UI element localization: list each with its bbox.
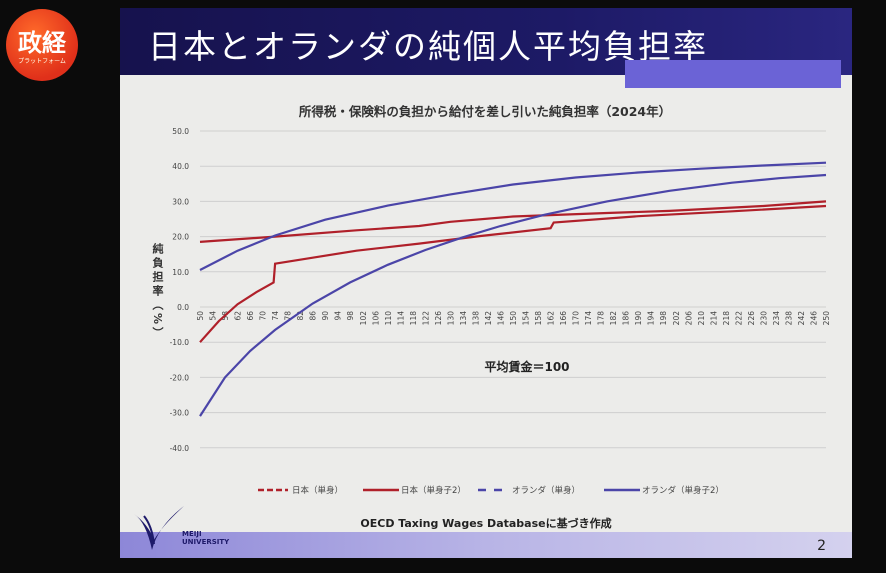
- x-tick-label: 182: [609, 311, 618, 326]
- series-line-2: [199, 161, 827, 271]
- series-line-0: [199, 200, 827, 243]
- x-tick-label: 226: [747, 311, 756, 326]
- y-tick-label: 40.0: [172, 162, 189, 171]
- x-tick-label: 150: [509, 311, 518, 326]
- x-tick-label: 110: [384, 311, 393, 326]
- x-tick-label: 70: [259, 311, 268, 321]
- x-tick-label: 234: [772, 311, 781, 326]
- x-tick-label: 94: [334, 311, 343, 321]
- x-tick-label: 98: [346, 311, 355, 321]
- x-tick-label: 238: [784, 311, 793, 326]
- series-line-3: [199, 173, 827, 417]
- slide-title: 日本とオランダの純個人平均負担率: [148, 27, 708, 66]
- x-tick-label: 170: [572, 311, 581, 326]
- seikei-platform-logo: 政経 プラットフォーム: [6, 9, 78, 81]
- x-tick-label: 134: [459, 311, 468, 326]
- x-tick-label: 178: [597, 311, 606, 326]
- x-tick-label: 50: [196, 311, 205, 321]
- y-tick-label: -10.0: [170, 338, 190, 347]
- x-tick-label: 166: [559, 311, 568, 326]
- x-tick-label: 154: [522, 311, 531, 326]
- x-tick-label: 250: [822, 311, 831, 326]
- chart-title: 所得税・保険料の負担から給付を差し引いた純負担率（2024年）: [299, 104, 671, 119]
- x-tick-label: 194: [647, 311, 656, 326]
- x-tick-label: 242: [797, 311, 806, 326]
- series-line-1: [199, 204, 827, 343]
- x-tick-label: 106: [371, 311, 380, 326]
- x-tick-label: 118: [409, 311, 418, 326]
- x-tick-label: 230: [759, 311, 768, 326]
- presentation-slide: 日本とオランダの純個人平均負担率 OECD Taxing Wages Datab…: [120, 8, 852, 558]
- x-tick-label: 78: [284, 311, 293, 321]
- y-tick-label: 50.0: [172, 127, 189, 136]
- x-tick-label: 126: [434, 311, 443, 326]
- legend-label: オランダ（単身）: [512, 485, 580, 496]
- y-tick-label: 0.0: [177, 303, 189, 312]
- x-tick-label: 130: [446, 311, 455, 326]
- x-tick-label: 74: [271, 311, 280, 321]
- y-axis-label: 純負担率（%）: [151, 243, 164, 342]
- x-tick-label: 174: [584, 311, 593, 326]
- x-tick-label: 86: [309, 311, 318, 321]
- logo-sub-text: プラットフォーム: [18, 58, 66, 65]
- x-tick-label: 102: [359, 311, 368, 326]
- y-tick-label: -40.0: [170, 444, 190, 453]
- y-tick-label: 20.0: [172, 233, 189, 242]
- x-tick-label: 114: [396, 311, 405, 326]
- x-tick-label: 186: [622, 311, 631, 326]
- y-tick-label: -20.0: [170, 373, 190, 382]
- university-line1: MEIJI: [182, 530, 202, 538]
- x-tick-label: 158: [534, 311, 543, 326]
- x-tick-label: 222: [734, 311, 743, 326]
- x-tick-label: 210: [697, 311, 706, 326]
- x-tick-label: 62: [234, 311, 243, 321]
- x-tick-label: 66: [246, 311, 255, 321]
- y-tick-label: -30.0: [170, 409, 190, 418]
- x-tick-label: 198: [659, 311, 668, 326]
- x-tick-label: 54: [209, 311, 218, 321]
- x-tick-label: 214: [709, 311, 718, 326]
- x-tick-label: 190: [634, 311, 643, 326]
- x-tick-label: 202: [672, 311, 681, 326]
- x-tick-label: 246: [809, 311, 818, 326]
- legend-label: 日本（単身子2）: [401, 485, 466, 496]
- average-wage-annotation: 平均賃金＝100: [484, 359, 569, 374]
- x-tick-label: 138: [471, 311, 480, 326]
- x-tick-label: 90: [321, 311, 330, 321]
- page-number: 2: [817, 538, 826, 554]
- header-accent-block: [625, 60, 841, 88]
- x-tick-label: 146: [496, 311, 505, 326]
- x-tick-label: 162: [547, 311, 556, 326]
- legend-label: オランダ（単身子2）: [642, 485, 724, 496]
- source-note: OECD Taxing Wages Databaseに基づき作成: [360, 517, 612, 530]
- x-tick-label: 206: [684, 311, 693, 326]
- x-tick-label: 142: [484, 311, 493, 326]
- y-tick-label: 30.0: [172, 197, 189, 206]
- x-tick-label: 218: [722, 311, 731, 326]
- logo-main-text: 政経: [18, 28, 66, 57]
- x-tick-label: 122: [421, 311, 430, 326]
- university-line2: UNIVERSITY: [182, 538, 230, 546]
- slide-footer-band: [120, 532, 852, 558]
- university-name: MEIJI UNIVERSITY: [182, 530, 242, 546]
- legend-label: 日本（単身）: [292, 485, 343, 496]
- x-tick-label: 82: [296, 311, 305, 321]
- y-tick-label: 10.0: [172, 268, 189, 277]
- meiji-university-logo-icon: [134, 506, 184, 550]
